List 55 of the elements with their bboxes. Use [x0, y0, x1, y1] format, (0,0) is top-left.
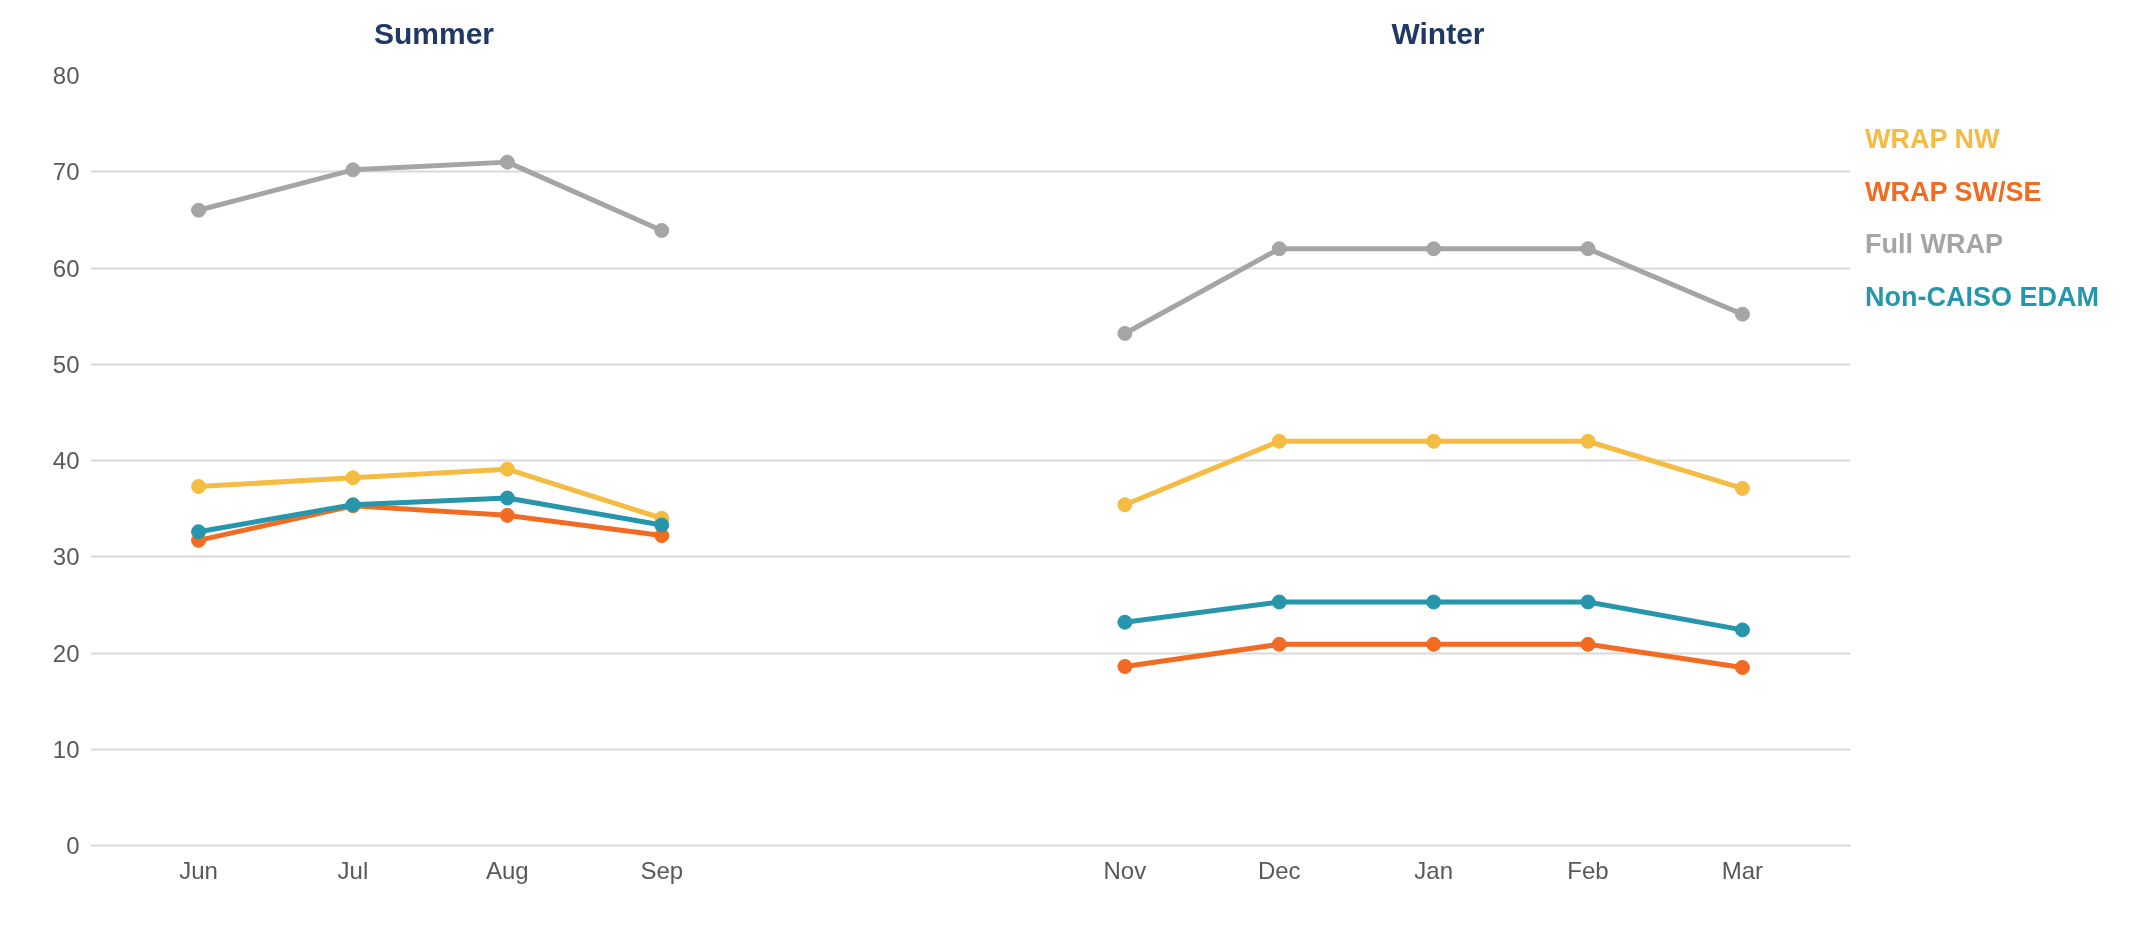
x-tick-label: Aug: [485, 856, 529, 884]
y-tick-label: 40: [52, 447, 80, 474]
y-tick-label: 10: [52, 735, 80, 763]
text: Summer: [372, 16, 495, 52]
x-tick-label: Nov: [1103, 856, 1147, 884]
y-tick-label: 50: [52, 350, 80, 378]
point: [1580, 636, 1596, 652]
x-tick-label: Dec: [1257, 856, 1301, 884]
point: [191, 202, 207, 218]
text: Non-CAISO EDAM: [1865, 280, 2099, 314]
point: [1734, 659, 1750, 675]
x-tick-label: Jun: [179, 856, 218, 884]
y-tick-label: 20: [52, 639, 80, 667]
point: [1271, 433, 1287, 449]
point: [499, 154, 515, 170]
x-tick-label: Mar: [1721, 856, 1764, 884]
x-tick-label: Sep: [640, 856, 684, 884]
text: WRAP NW: [1865, 123, 2001, 156]
y-tick-label: 0: [66, 832, 80, 859]
point: [191, 524, 207, 540]
point: [191, 479, 207, 494]
y-tick-label: 70: [52, 158, 80, 186]
x-tick-label: Jan: [1414, 856, 1454, 884]
point: [1271, 241, 1287, 257]
point: [1580, 241, 1596, 257]
point: [654, 222, 670, 238]
point: [1734, 480, 1750, 496]
point: [1734, 622, 1750, 638]
point: [499, 507, 515, 523]
y-tick-label: 60: [52, 254, 80, 282]
point: [499, 461, 515, 477]
point: [1426, 594, 1442, 610]
point: [1426, 241, 1442, 257]
point: [654, 517, 670, 533]
text: Full WRAP: [1865, 228, 2004, 262]
y-tick-label: 80: [52, 62, 80, 89]
point: [1117, 658, 1133, 674]
x-tick-label: Jul: [337, 856, 369, 884]
point: [1426, 636, 1442, 652]
point: [1580, 433, 1596, 449]
point: [499, 490, 515, 506]
point: [1117, 614, 1133, 630]
point: [1734, 306, 1750, 322]
point: [345, 470, 361, 486]
text: Winter: [1390, 16, 1486, 52]
y-tick-label: 30: [52, 543, 80, 571]
point: [1271, 594, 1287, 610]
point: [1117, 497, 1133, 513]
point: [345, 162, 361, 178]
point: [1271, 636, 1287, 652]
point: [1117, 325, 1133, 341]
point: [1426, 433, 1442, 449]
x-tick-label: Feb: [1567, 856, 1609, 884]
point: [1580, 594, 1596, 610]
text: WRAP SW/SE: [1865, 175, 2043, 209]
